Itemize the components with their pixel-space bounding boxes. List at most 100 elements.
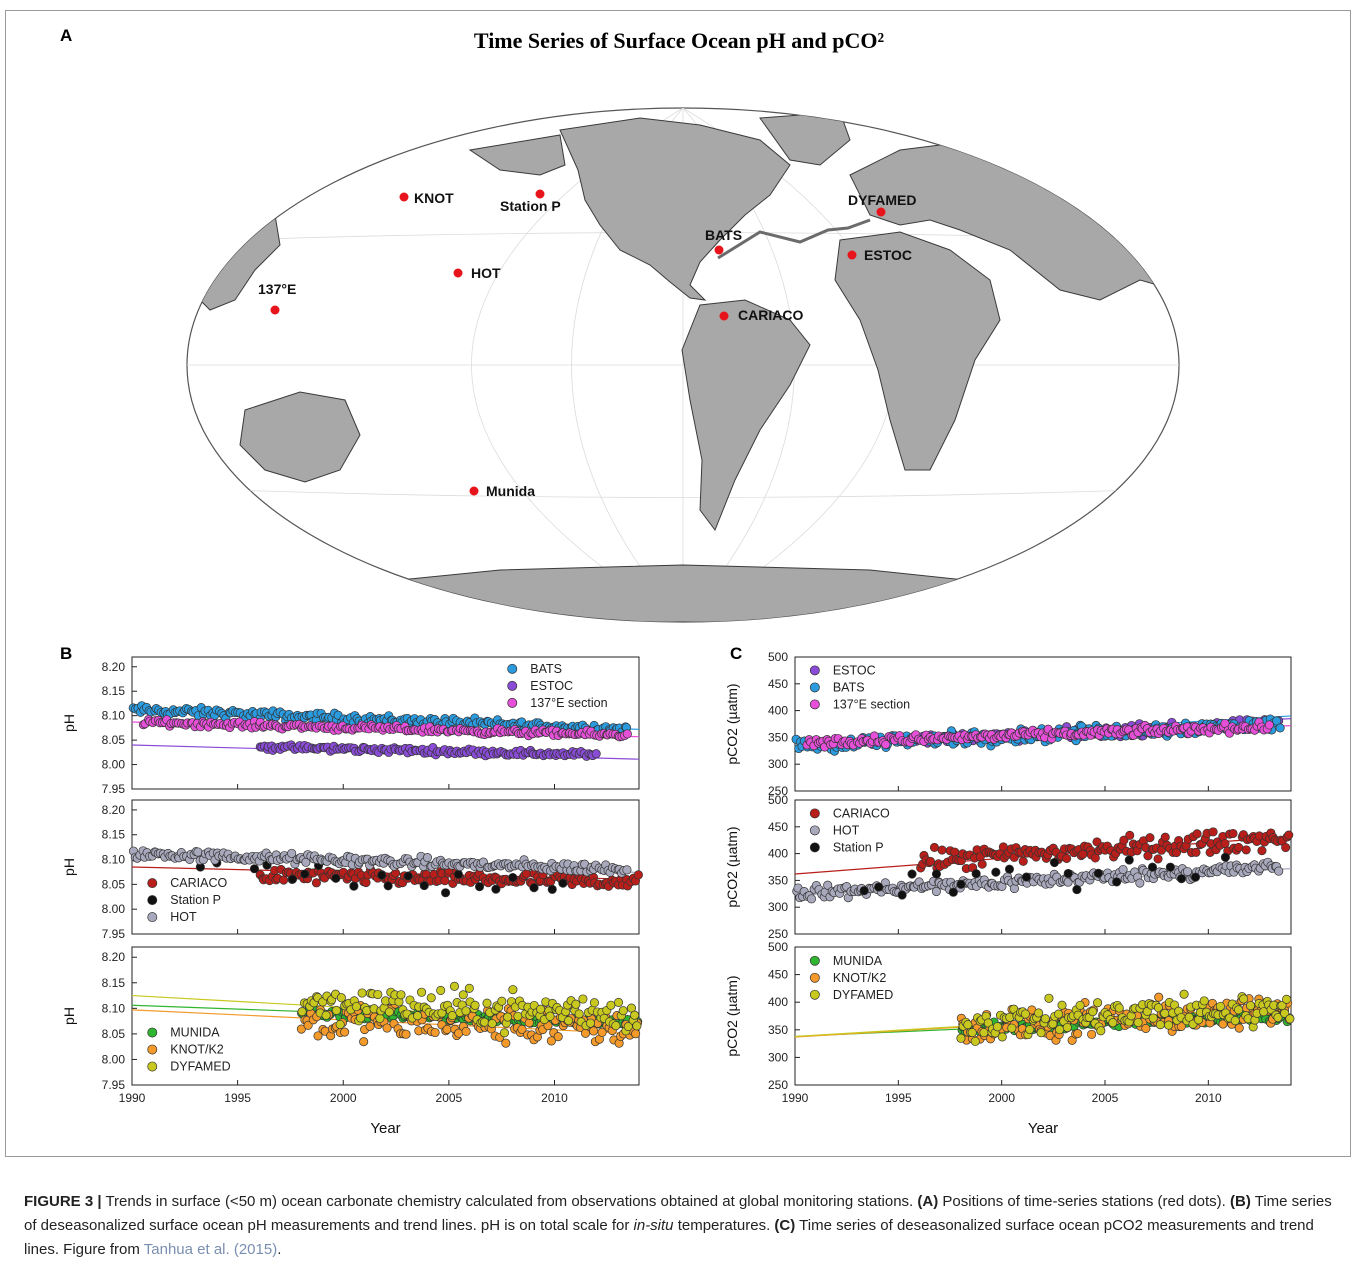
x-axis-label: Year xyxy=(1028,1120,1058,1137)
y-tick-label: 300 xyxy=(768,1050,788,1064)
legend-marker xyxy=(809,699,820,710)
data-point xyxy=(589,998,599,1008)
data-point xyxy=(1230,1016,1240,1026)
data-point xyxy=(401,1029,411,1039)
legend-label: 137°E section xyxy=(833,697,910,711)
x-tick-label: 2005 xyxy=(1092,1091,1119,1105)
data-point xyxy=(931,869,942,879)
data-point xyxy=(997,1032,1007,1042)
legend-marker xyxy=(809,955,820,966)
legend-label: Station P xyxy=(833,840,884,854)
caption-text-5: Time series of deseasonalized surface oc… xyxy=(24,1217,1314,1258)
data-point xyxy=(574,1009,584,1019)
caption-text-6: . xyxy=(277,1241,282,1258)
data-point xyxy=(524,1018,534,1028)
station-dot-hot xyxy=(453,268,463,278)
series-137-e-section xyxy=(802,717,1274,752)
data-point xyxy=(529,883,539,893)
caption-text-2: Positions of time-series stations (red d… xyxy=(938,1193,1231,1210)
y-tick-label: 8.15 xyxy=(102,684,126,698)
y-axis-label: pH xyxy=(61,714,77,732)
data-point xyxy=(1145,833,1155,843)
legend-label: HOT xyxy=(833,823,860,837)
data-point xyxy=(1239,994,1249,1004)
station-label-knot: KNOT xyxy=(414,190,454,206)
data-point xyxy=(948,887,958,897)
x-tick-label: 2010 xyxy=(1195,1091,1222,1105)
station-label-stationp: Station P xyxy=(500,198,561,214)
data-point xyxy=(1176,1021,1186,1031)
data-point xyxy=(545,1011,555,1021)
data-point xyxy=(1218,1019,1228,1029)
panel-label-a: A xyxy=(60,26,73,45)
legend-label: Station P xyxy=(170,893,221,907)
data-point xyxy=(503,1012,513,1022)
caption-figure-number: FIGURE 3 | xyxy=(24,1193,102,1210)
data-point xyxy=(1275,723,1285,733)
y-tick-label: 250 xyxy=(768,784,788,798)
data-point xyxy=(547,884,557,894)
data-point xyxy=(929,842,939,852)
y-tick-label: 8.10 xyxy=(102,1001,126,1015)
x-tick-label: 2010 xyxy=(541,1091,568,1105)
y-tick-label: 350 xyxy=(768,1023,788,1037)
data-point xyxy=(1072,885,1082,895)
africa xyxy=(834,231,1001,471)
legend-marker xyxy=(147,1027,158,1038)
data-point xyxy=(564,1016,574,1026)
data-point xyxy=(517,1024,527,1034)
data-point xyxy=(349,881,359,891)
data-point xyxy=(611,1021,621,1031)
data-point xyxy=(351,1002,361,1012)
north-america xyxy=(559,117,791,301)
legend-marker xyxy=(147,878,158,889)
data-point xyxy=(1282,994,1292,1004)
data-point xyxy=(499,1028,510,1038)
legend-marker xyxy=(809,972,820,983)
legend-label: BATS xyxy=(833,680,865,694)
y-axis-label: pCO2 (µatm) xyxy=(724,826,740,907)
data-point xyxy=(1234,842,1244,853)
data-point xyxy=(1184,1012,1194,1022)
legend-marker xyxy=(809,808,820,819)
data-point xyxy=(1284,830,1294,840)
data-point xyxy=(1192,829,1202,839)
data-point xyxy=(859,886,869,896)
series-estoc xyxy=(255,740,601,761)
data-point xyxy=(513,1011,523,1021)
data-point xyxy=(907,869,917,879)
data-point xyxy=(1280,1008,1290,1018)
y-tick-label: 8.10 xyxy=(102,709,126,723)
data-point xyxy=(897,890,907,900)
data-point xyxy=(963,1020,973,1030)
south-america xyxy=(681,299,811,532)
station-dot-munida xyxy=(469,486,479,496)
data-point xyxy=(1007,1023,1017,1033)
legend-marker xyxy=(147,1044,158,1055)
legend-label: BATS xyxy=(530,662,562,676)
data-point xyxy=(622,865,632,875)
caption-reference-link[interactable]: Tanhua et al. (2015) xyxy=(143,1241,278,1258)
station-dot-stationp xyxy=(535,189,545,199)
data-point xyxy=(631,1029,641,1039)
station-label-cariaco: CARIACO xyxy=(738,307,803,323)
data-point xyxy=(1257,846,1267,856)
data-point xyxy=(1199,996,1209,1006)
y-tick-label: 350 xyxy=(768,730,788,744)
data-point xyxy=(1125,830,1135,840)
data-point xyxy=(365,1021,375,1031)
data-point xyxy=(1220,852,1230,862)
station-label-munida: Munida xyxy=(486,483,535,499)
y-tick-label: 8.05 xyxy=(102,877,126,891)
y-tick-label: 500 xyxy=(768,793,788,807)
data-point xyxy=(937,845,947,855)
data-point xyxy=(1119,835,1129,845)
data-point xyxy=(1273,1012,1283,1023)
y-tick-label: 8.20 xyxy=(102,660,126,674)
data-point xyxy=(442,1024,452,1034)
panel-label-c: C xyxy=(730,644,743,663)
data-point xyxy=(1155,1020,1165,1030)
y-tick-label: 8.15 xyxy=(102,828,126,842)
data-point xyxy=(1044,993,1054,1003)
data-point xyxy=(1040,1014,1050,1024)
